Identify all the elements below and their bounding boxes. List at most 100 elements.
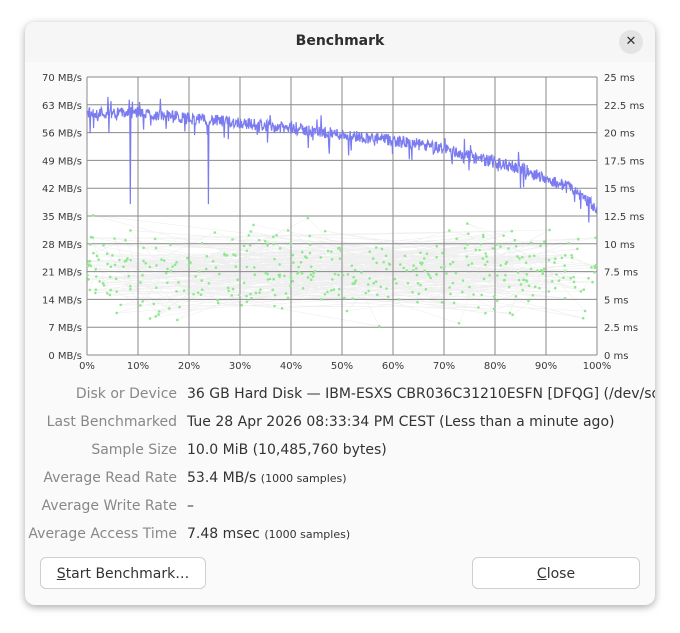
access-time-point (563, 270, 567, 273)
access-time-point (312, 271, 315, 275)
access-time-point (406, 281, 410, 285)
access-time-point (245, 265, 249, 269)
access-time-point (338, 257, 342, 260)
access-time-point (177, 281, 180, 284)
access-time-point (197, 270, 201, 273)
access-time-point (114, 277, 118, 281)
access-time-point (563, 254, 567, 257)
access-time-point (231, 287, 235, 291)
access-time-point (154, 246, 158, 250)
access-time-point (332, 288, 336, 291)
access-time-point (425, 252, 429, 256)
access-time-point (175, 289, 178, 293)
access-time-point (387, 262, 391, 266)
close-button[interactable]: Close (472, 557, 640, 589)
access-time-point (171, 265, 174, 268)
start-benchmark-button[interactable]: Start Benchmark… (40, 557, 206, 589)
y-left-tick-label: 42 MB/s (42, 184, 82, 195)
access-time-point (524, 261, 528, 264)
access-time-seek-lines (87, 215, 596, 327)
access-time-point (364, 291, 368, 295)
access-time-point (470, 262, 474, 265)
access-time-point (189, 261, 192, 264)
access-time-point (124, 238, 127, 242)
access-time-point (594, 236, 597, 240)
access-time-point (538, 286, 541, 290)
access-time-point (379, 285, 383, 289)
access-time-point (214, 266, 218, 269)
access-time-point (178, 305, 181, 309)
access-time-point (207, 281, 211, 285)
access-time-point (259, 288, 262, 291)
access-time-point (237, 293, 241, 297)
access-time-point (429, 276, 432, 280)
access-time-point (309, 265, 313, 269)
benchmark-chart: 0% 10% 20% 30% 40% 50% 60% 70% 80% 90% 100% 0 MB/s 0… (42, 73, 644, 372)
access-time-point (337, 293, 341, 297)
access-time-point (257, 238, 261, 242)
access-time-point (422, 257, 426, 260)
access-time-point (496, 274, 499, 277)
access-time-point (455, 237, 458, 241)
access-time-point (88, 288, 92, 292)
access-time-point (554, 257, 557, 261)
access-time-point (173, 263, 177, 267)
read-rate-value: 53.4 MB/s (187, 470, 257, 486)
access-time-point (533, 285, 537, 289)
access-time-point (95, 254, 99, 258)
access-time-point (108, 275, 112, 279)
access-time-point (479, 242, 483, 246)
access-time-point (330, 289, 333, 292)
access-time-point (124, 259, 128, 263)
access-time-point (272, 235, 275, 239)
access-time-point (268, 277, 272, 281)
access-time-point (488, 273, 491, 277)
access-time-point (223, 252, 226, 256)
access-time-point (557, 279, 561, 282)
y-right-tick-label: 10 ms (604, 240, 635, 251)
access-time-point (452, 301, 456, 305)
access-time-point (572, 275, 575, 279)
access-time-point (421, 261, 424, 265)
access-time-point (510, 229, 514, 233)
access-time-point (157, 313, 160, 316)
close-icon[interactable]: ✕ (619, 30, 643, 54)
access-time-point (194, 275, 197, 278)
access-time-point (289, 284, 292, 288)
access-time-point (484, 252, 488, 255)
access-time-point (504, 262, 508, 266)
title-bar: Benchmark ✕ (25, 22, 655, 62)
access-time-point (129, 229, 132, 232)
access-time-point (528, 255, 531, 258)
access-time-point (536, 269, 539, 272)
access-time-point (555, 273, 558, 276)
access-time-point (275, 234, 278, 237)
access-time-point (234, 254, 237, 257)
access-time-point (441, 251, 444, 255)
access-time-point (419, 261, 422, 265)
access-time-point (234, 265, 238, 268)
access-time-point (590, 266, 593, 269)
mnemonic: S (56, 566, 66, 582)
access-time-point (563, 297, 567, 300)
access-time-point (205, 254, 209, 258)
access-time-point (502, 234, 505, 237)
access-time-point (139, 304, 142, 307)
access-time-point (296, 272, 299, 275)
x-tick-label: 70% (433, 361, 455, 372)
access-time-point (440, 300, 444, 304)
access-time-point (169, 269, 173, 273)
access-time-point (499, 245, 502, 248)
access-time-point (313, 269, 317, 273)
access-time-point (435, 244, 439, 248)
access-time-point (337, 273, 340, 277)
access-time-point (521, 255, 524, 259)
access-time-point (576, 237, 580, 241)
y-left-tick-label: 7 MB/s (48, 323, 82, 334)
access-time-point (366, 283, 370, 286)
access-time-point (519, 283, 523, 286)
access-time-point (472, 293, 475, 296)
access-time-point (286, 229, 290, 232)
access-time-point (587, 276, 590, 280)
access-time-point (527, 284, 531, 288)
